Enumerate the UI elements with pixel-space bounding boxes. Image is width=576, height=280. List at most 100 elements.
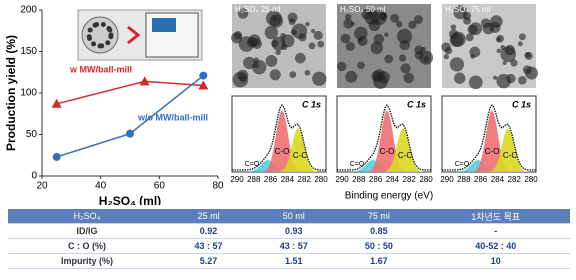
table-row: Impurity (%) 5.27 1.51 1.67 10 [8,253,570,269]
table-cell: - [421,223,570,239]
table-cell: 50 : 50 [336,238,422,254]
x-tick-label: 60 [154,181,166,192]
xps-tick-label: 280 [524,175,538,184]
sem-particle [271,40,279,48]
sem-particle [450,24,457,30]
sem-particle [269,69,281,81]
sem-particle [500,44,506,50]
xps-axis-label: Binding energy (eV) [345,191,433,202]
figure: 0 50 100 150 200 20 40 60 80 H₂SO₄ (ml) Production… [4,4,538,205]
xps-envelope [442,104,537,171]
sem-particle [345,41,355,51]
table-row: H₂SO₄ 25 ml 50 ml 75 ml 1차년도 목표 [8,209,570,224]
xps-tick-label: 284 [386,175,400,184]
sem-particle [288,18,296,26]
sem-particle [421,46,426,52]
table-cell: ID/IG [8,223,166,239]
table-cell: 43 : 57 [251,238,337,254]
sem-particle [449,57,465,72]
sem-particle [504,44,516,56]
sem-particle [345,70,358,83]
marker [51,98,62,108]
peak-label: C-O [380,147,395,156]
sem-particle [492,75,498,80]
xps-tick-label: 288 [457,175,471,184]
x-tick-label: 40 [95,181,107,192]
ball [100,22,106,28]
sem-particle [496,34,505,43]
table-cell: 75 ml [336,209,422,224]
ball [86,34,92,40]
peak-label: C=O [350,161,365,168]
x-axis-label: H₂SO₄ (ml) [99,194,161,205]
table-cell: 43 : 57 [166,238,252,254]
xps-tick-label: 288 [247,175,261,184]
y-tick-label: 150 [20,46,37,57]
sem-particle [312,71,327,86]
sem-particle [408,20,417,29]
sem-particle [308,42,316,50]
summary-table: H₂SO₄ 25 ml 50 ml 75 ml 1차년도 목표 ID/IG 0.92 0.93… [8,209,570,269]
peak-label: C-C [503,151,517,160]
xps-tick-label: 286 [264,175,278,184]
sem-particle [305,21,310,27]
table-cell: Impurity (%) [8,253,166,269]
marker [199,71,208,80]
sem-particle [269,14,284,28]
xps-tick-label: 280 [419,175,433,184]
ball [91,41,97,47]
sem-particle [368,19,381,32]
sem-particle [252,60,267,75]
sem-particle [310,28,316,34]
sem-particle [496,73,511,89]
sem-particle [465,33,474,42]
sem-particle [317,40,325,48]
sem-particle [453,72,466,84]
sem-particle [345,13,352,21]
xps-tick-label: 284 [281,175,295,184]
xps-peak [232,110,326,172]
arrow [127,25,141,45]
table-cell: 0.92 [166,223,252,239]
sem-particle [370,41,383,55]
sem-particle [304,69,311,76]
xps-tick-label: 282 [298,175,312,184]
x-tick-label: 80 [212,181,224,192]
sem-particle [517,75,527,85]
sem-particle [231,32,243,44]
marker [126,129,134,138]
xps-tick-label: 288 [352,175,366,184]
x-tick-label: 20 [36,181,48,192]
sem-particle [340,33,351,44]
sem-particle [399,54,407,62]
ball [97,43,103,49]
marker [139,76,150,86]
ball [94,22,100,28]
peak-label: C-O [275,147,290,156]
sem-particle [518,33,526,41]
sem-label: H₂SO₄ 25 ml [235,5,281,14]
ball [107,27,113,33]
table-cell: 1.67 [336,253,422,269]
sem-particle [502,60,507,66]
peak-label: C-C [398,151,412,160]
sem-particle [423,56,430,63]
series-label: w MW/ball-mill [69,64,132,74]
sem-particle [470,53,476,59]
xps-envelope [232,104,327,171]
sem-particle [384,32,389,37]
xps-tick-label: 282 [403,175,417,184]
table-cell: 5.27 [166,253,252,269]
ball [105,40,111,46]
sem-particle [510,59,518,67]
sem-particle [343,18,354,29]
ball [108,34,114,40]
sem-particle [313,30,323,41]
xps-peak [337,110,431,172]
marker [52,152,61,161]
table-cell: 25 ml [166,209,252,224]
sem-particle [468,75,483,90]
sem-particle [396,20,403,28]
xps-envelope [337,104,432,171]
table-cell: C : O (%) [8,238,166,254]
